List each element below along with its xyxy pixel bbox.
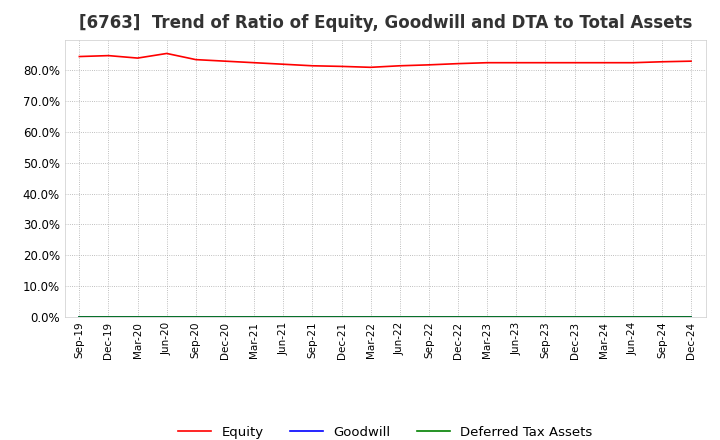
Equity: [220, 59, 229, 64]
Deferred Tax Assets: [570, 314, 579, 319]
Deferred Tax Assets: [512, 314, 521, 319]
Title: [6763]  Trend of Ratio of Equity, Goodwill and DTA to Total Assets: [6763] Trend of Ratio of Equity, Goodwil…: [78, 15, 692, 33]
Equity: [75, 54, 84, 59]
Deferred Tax Assets: [541, 314, 550, 319]
Deferred Tax Assets: [337, 314, 346, 319]
Deferred Tax Assets: [192, 314, 200, 319]
Equity: [570, 60, 579, 65]
Equity: [279, 62, 287, 67]
Goodwill: [395, 314, 404, 319]
Equity: [425, 62, 433, 67]
Legend: Equity, Goodwill, Deferred Tax Assets: Equity, Goodwill, Deferred Tax Assets: [173, 420, 598, 440]
Deferred Tax Assets: [599, 314, 608, 319]
Deferred Tax Assets: [163, 314, 171, 319]
Deferred Tax Assets: [687, 314, 696, 319]
Goodwill: [366, 314, 375, 319]
Goodwill: [454, 314, 462, 319]
Deferred Tax Assets: [395, 314, 404, 319]
Equity: [483, 60, 492, 65]
Equity: [395, 63, 404, 68]
Goodwill: [75, 314, 84, 319]
Equity: [541, 60, 550, 65]
Deferred Tax Assets: [279, 314, 287, 319]
Deferred Tax Assets: [250, 314, 258, 319]
Line: Equity: Equity: [79, 53, 691, 67]
Equity: [163, 51, 171, 56]
Goodwill: [570, 314, 579, 319]
Goodwill: [220, 314, 229, 319]
Goodwill: [163, 314, 171, 319]
Equity: [133, 55, 142, 61]
Equity: [366, 65, 375, 70]
Goodwill: [599, 314, 608, 319]
Deferred Tax Assets: [483, 314, 492, 319]
Equity: [337, 64, 346, 69]
Equity: [512, 60, 521, 65]
Goodwill: [279, 314, 287, 319]
Equity: [687, 59, 696, 64]
Deferred Tax Assets: [657, 314, 666, 319]
Goodwill: [657, 314, 666, 319]
Goodwill: [192, 314, 200, 319]
Goodwill: [250, 314, 258, 319]
Deferred Tax Assets: [308, 314, 317, 319]
Deferred Tax Assets: [104, 314, 113, 319]
Equity: [629, 60, 637, 65]
Equity: [250, 60, 258, 65]
Deferred Tax Assets: [75, 314, 84, 319]
Goodwill: [104, 314, 113, 319]
Equity: [192, 57, 200, 62]
Goodwill: [512, 314, 521, 319]
Deferred Tax Assets: [629, 314, 637, 319]
Deferred Tax Assets: [220, 314, 229, 319]
Goodwill: [629, 314, 637, 319]
Deferred Tax Assets: [454, 314, 462, 319]
Equity: [308, 63, 317, 68]
Equity: [657, 59, 666, 64]
Goodwill: [483, 314, 492, 319]
Equity: [454, 61, 462, 66]
Deferred Tax Assets: [133, 314, 142, 319]
Goodwill: [541, 314, 550, 319]
Deferred Tax Assets: [366, 314, 375, 319]
Goodwill: [687, 314, 696, 319]
Goodwill: [425, 314, 433, 319]
Equity: [599, 60, 608, 65]
Equity: [104, 53, 113, 58]
Goodwill: [337, 314, 346, 319]
Goodwill: [133, 314, 142, 319]
Deferred Tax Assets: [425, 314, 433, 319]
Goodwill: [308, 314, 317, 319]
